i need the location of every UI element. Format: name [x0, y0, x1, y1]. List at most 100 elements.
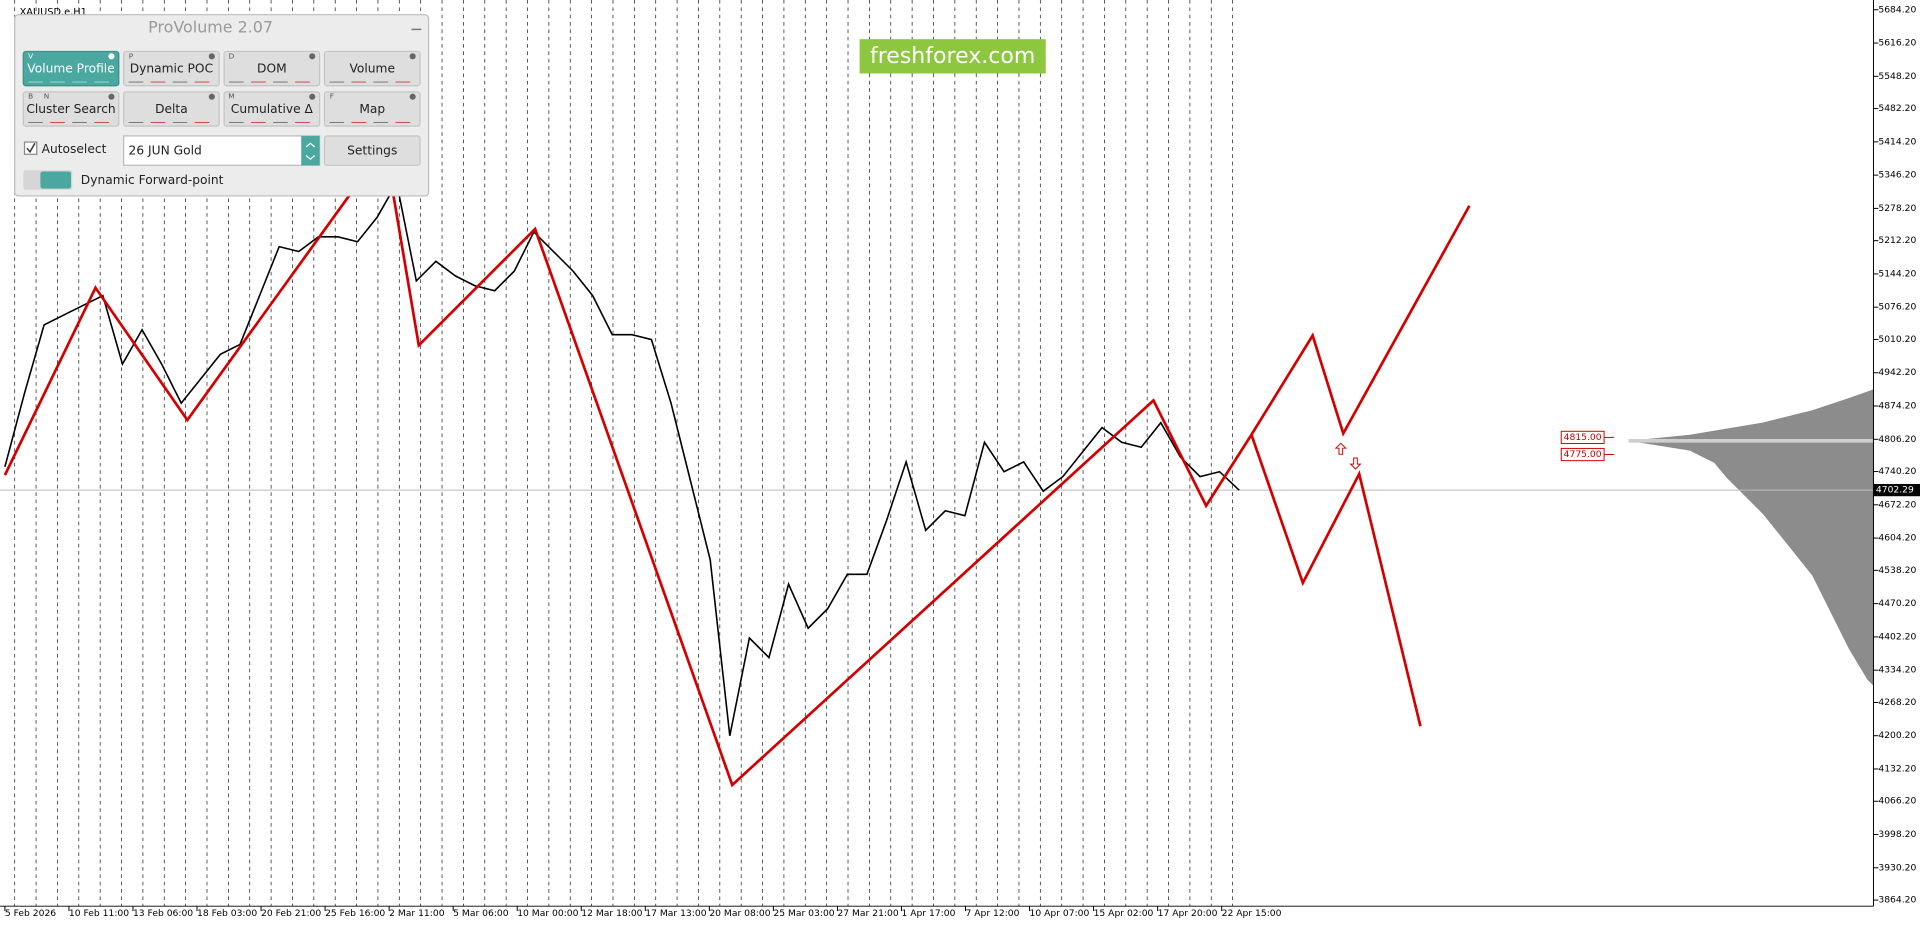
y-tick-label: 5076.20: [1878, 302, 1916, 313]
button-gear[interactable]: [409, 53, 416, 60]
forward-point-label: Dynamic Forward-point: [81, 173, 224, 187]
x-tick-label: 22 Apr 15:00: [1222, 908, 1282, 919]
x-tick-label: 25 Mar 03:00: [773, 908, 834, 919]
autoselect-label: Autoselect: [42, 142, 107, 156]
y-tick-label: 5212.20: [1878, 235, 1916, 246]
y-tick-label: 3930.20: [1878, 862, 1916, 873]
zigzag-history: [3, 169, 1253, 788]
y-tick-label: 5278.20: [1878, 203, 1916, 214]
button-gear[interactable]: [108, 93, 115, 100]
button-gear[interactable]: [108, 53, 115, 60]
x-tick-label: 12 Mar 18:00: [581, 908, 642, 919]
panel-button[interactable]: [123, 91, 220, 127]
instrument-value: 26 JUN Gold: [129, 144, 202, 158]
panel-button[interactable]: [323, 50, 421, 87]
zigzag-bear-scenario: [1250, 434, 1422, 727]
down-arrow: [1349, 457, 1362, 470]
x-tick-label: 25 Feb 16:00: [325, 908, 385, 919]
y-tick-label: 4268.20: [1878, 697, 1916, 708]
y-tick-label: 4132.20: [1878, 763, 1916, 774]
button-label: Volume Profile: [27, 62, 114, 76]
x-tick-label: 20 Mar 08:00: [709, 908, 770, 919]
button-gear[interactable]: [409, 93, 416, 100]
zigzag-bull-scenario: [1250, 205, 1471, 437]
button-label: Delta: [155, 102, 188, 116]
y-tick-label: 5414.20: [1878, 136, 1916, 147]
button-label: Dynamic POC: [130, 62, 213, 76]
level-box: [1560, 447, 1605, 462]
button-gear[interactable]: [208, 93, 215, 100]
hotkey-label: M: [228, 92, 234, 101]
x-tick-label: 7 Apr 12:00: [966, 908, 1020, 919]
settings-button[interactable]: [323, 135, 421, 166]
checkmark: [26, 142, 36, 154]
y-tick-label: 4874.20: [1878, 401, 1916, 412]
spinner-arrows: [305, 142, 316, 161]
x-tick-label: 13 Feb 06:00: [133, 908, 193, 919]
hotkey-label: V: [28, 51, 33, 60]
x-tick-label: 10 Mar 00:00: [517, 908, 578, 919]
hotkey-label: F: [330, 92, 334, 101]
x-tick-label: 10 Apr 07:00: [1030, 908, 1090, 919]
x-tick-label: 18 Feb 03:00: [197, 908, 257, 919]
y-tick-label: 5548.20: [1878, 71, 1916, 82]
y-tick-label: 4470.20: [1878, 598, 1916, 609]
y-tick-label: 4402.20: [1878, 631, 1916, 642]
y-tick-label: 4740.20: [1878, 466, 1916, 477]
panel-button[interactable]: [223, 50, 321, 87]
x-tick-label: 15 Apr 02:00: [1094, 908, 1154, 919]
y-tick-label: 4334.20: [1878, 665, 1916, 676]
y-tick-label: 4672.20: [1878, 499, 1916, 510]
panel-button[interactable]: [323, 91, 421, 127]
y-tick-label: 5482.20: [1878, 103, 1916, 114]
y-tick-label: 4538.20: [1878, 565, 1916, 576]
hotkey-label: N: [44, 92, 49, 101]
hotkey-label: P: [129, 51, 134, 60]
volume-profile: [1628, 389, 1874, 686]
y-tick-label: 3864.20: [1878, 895, 1916, 906]
button-label: Volume: [349, 62, 395, 76]
watermark: freshforex.com: [859, 39, 1046, 74]
button-gear[interactable]: [309, 53, 316, 60]
level-label: 4815.00: [1564, 432, 1602, 443]
panel-button[interactable]: [123, 50, 220, 87]
button-gear[interactable]: [309, 93, 316, 100]
x-tick-label: 1 Apr 17:00: [901, 908, 955, 919]
y-tick-label: 5010.20: [1878, 334, 1916, 345]
symbol-label: XAUUSD.e,H1: [20, 7, 87, 18]
price-layer: 4815.00 4775.00: [0, 180, 1874, 737]
button-label: Cumulative Δ: [231, 102, 314, 116]
y-tick-label: 4066.20: [1878, 796, 1916, 807]
zigzag: [3, 169, 1471, 788]
panel-buttons: Volume Profile V Dynamic POC P DOM D Volume Clu…: [22, 50, 421, 127]
panel-button[interactable]: [22, 50, 120, 87]
x-tick-label: 17 Mar 13:00: [645, 908, 706, 919]
x-tick-label: 20 Feb 21:00: [261, 908, 321, 919]
button-label: Cluster Search: [26, 102, 115, 116]
x-tick-label: 17 Apr 20:00: [1158, 908, 1218, 919]
hotkey-label: B: [28, 92, 33, 101]
panel-title: ProVolume 2.07: [148, 18, 273, 37]
x-tick-label: 10 Feb 11:00: [69, 908, 129, 919]
button-label: DOM: [257, 62, 287, 76]
level-box: [1560, 430, 1605, 445]
spinner[interactable]: [301, 135, 320, 166]
current-price-label: 4702.29: [1876, 485, 1914, 496]
y-tick-label: 5616.20: [1878, 38, 1916, 49]
x-tick-label: 5 Feb 2026: [5, 908, 56, 919]
y-tick-label: 5684.20: [1878, 4, 1916, 15]
settings-label: Settings: [347, 144, 397, 158]
panel-button[interactable]: [22, 91, 120, 127]
up-arrow: [1334, 442, 1347, 455]
price-line: [4, 180, 1240, 737]
y-tick-label: 4200.20: [1878, 730, 1916, 741]
panel-button[interactable]: [223, 91, 321, 127]
watermark-text: freshforex.com: [870, 44, 1035, 69]
y-tick-label: 3998.20: [1878, 829, 1916, 840]
current-price-box: [1873, 483, 1920, 497]
level-label: 4775.00: [1564, 449, 1602, 460]
watermark-bg: [859, 39, 1046, 74]
button-gear[interactable]: [208, 53, 215, 60]
hotkey-label: D: [229, 51, 235, 60]
